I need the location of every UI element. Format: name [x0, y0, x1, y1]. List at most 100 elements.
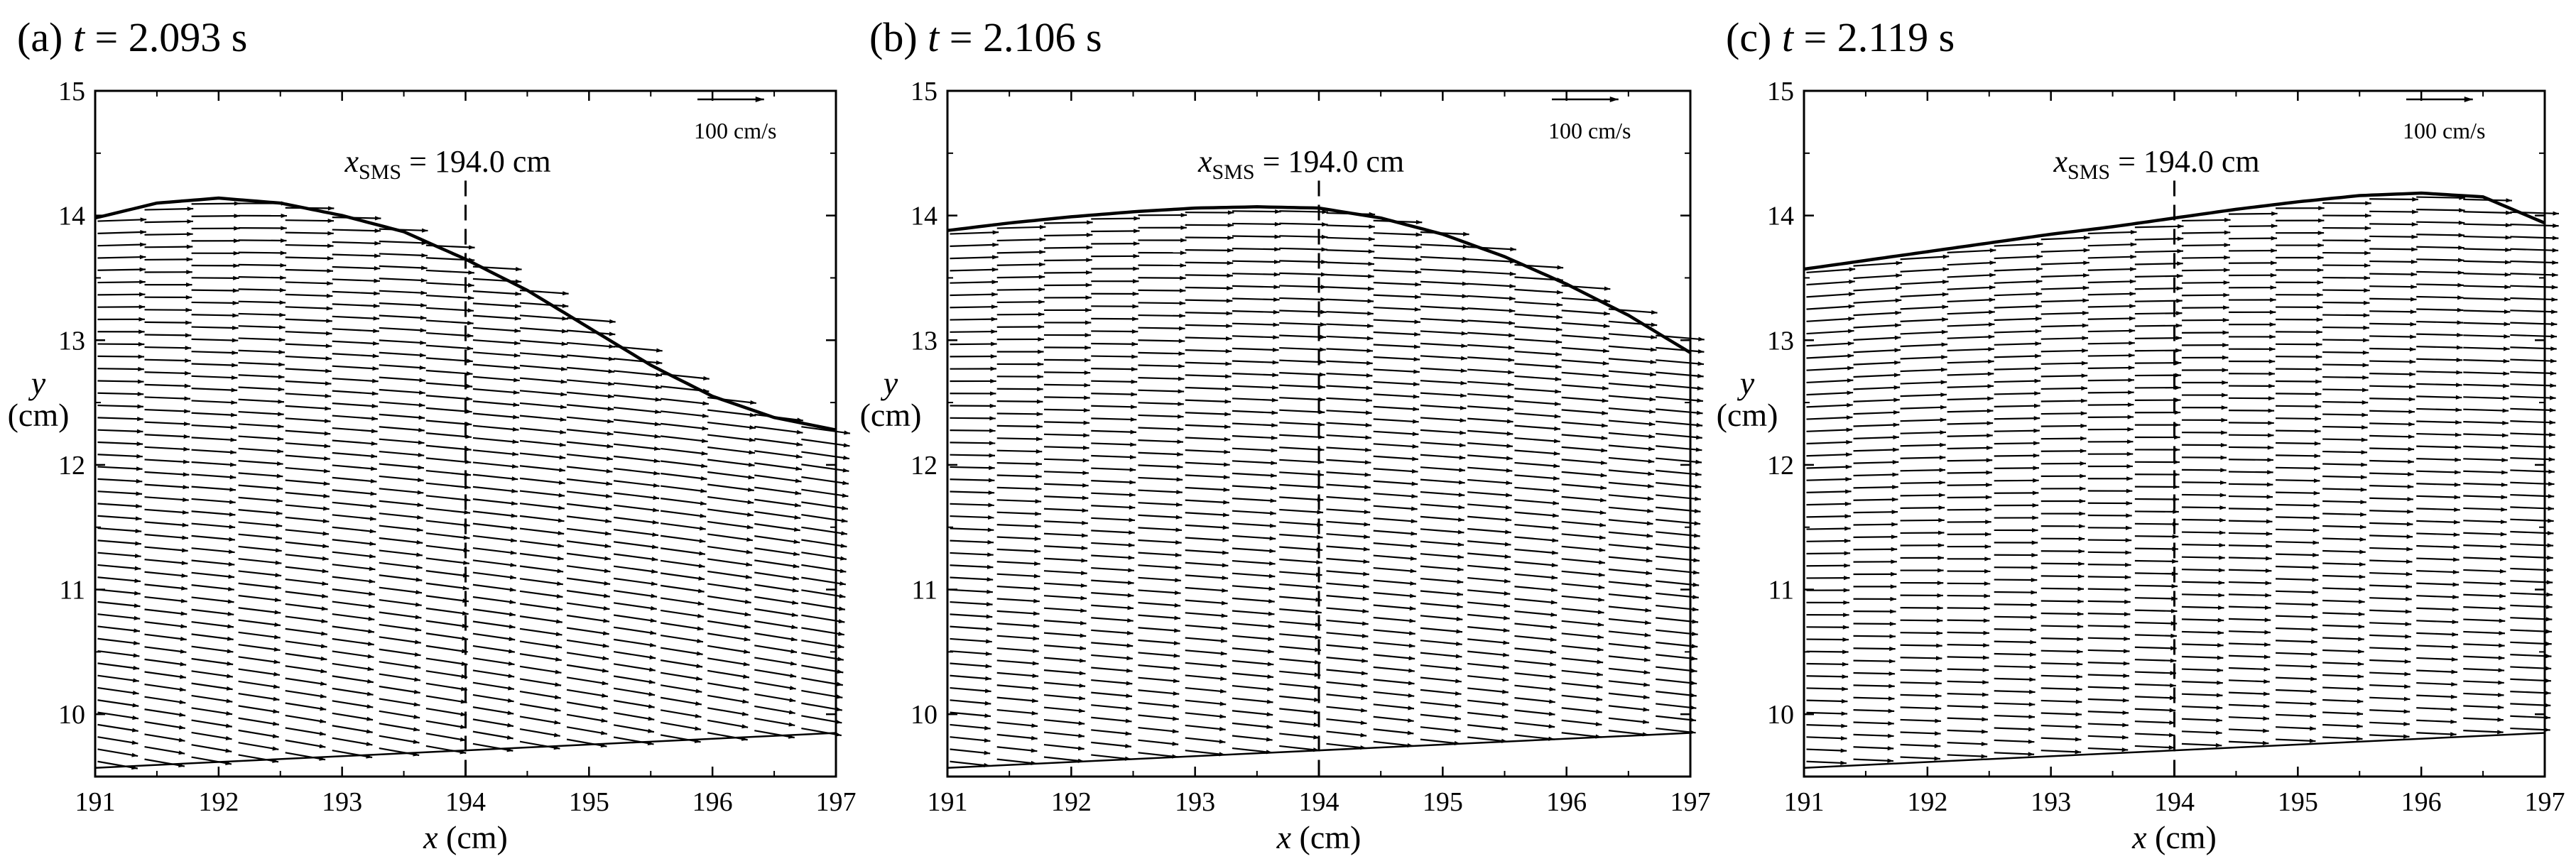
velocity-vector	[1279, 596, 1322, 601]
vector-head	[2548, 457, 2555, 462]
vector-head	[320, 681, 327, 686]
velocity-vector	[1514, 586, 1558, 591]
vector-head	[2215, 742, 2222, 748]
velocity-vector	[2181, 581, 2225, 584]
velocity-vector	[379, 735, 420, 744]
velocity-vector	[1232, 248, 1281, 251]
velocity-vector	[1947, 705, 1989, 708]
velocity-vector	[1420, 380, 1467, 385]
vector-head	[1175, 527, 1183, 532]
velocity-vector	[1091, 716, 1132, 723]
velocity-vector	[2228, 716, 2269, 720]
velocity-vector	[1514, 721, 1555, 728]
velocity-vector	[97, 711, 139, 720]
vector-head	[185, 320, 192, 325]
vector-head	[990, 353, 997, 359]
y-tick-label: 11	[1768, 576, 1794, 605]
velocity-vector	[1138, 389, 1185, 393]
vector-head	[2504, 297, 2511, 302]
vector-head	[2222, 330, 2229, 335]
vector-head	[1361, 696, 1367, 701]
vector-head	[2453, 532, 2460, 537]
vector-head	[2408, 471, 2414, 477]
vector-head	[1696, 435, 1702, 440]
velocity-vector	[1091, 393, 1137, 395]
vector-head	[1127, 580, 1134, 586]
vector-head	[1085, 295, 1092, 300]
velocity-vector	[472, 363, 521, 369]
velocity-vector	[1326, 706, 1367, 712]
vector-head	[790, 637, 798, 642]
vector-head	[2122, 723, 2129, 728]
vector-head	[1508, 357, 1515, 363]
velocity-vector	[2463, 458, 2508, 461]
velocity-vector	[1420, 701, 1462, 708]
velocity-vector	[238, 742, 279, 750]
vector-head	[1224, 462, 1230, 467]
vector-head	[2548, 481, 2555, 486]
velocity-vector	[2134, 250, 2183, 253]
vector-head	[749, 450, 756, 455]
vector-head	[2545, 617, 2553, 622]
vector-head	[602, 630, 609, 636]
vector-head	[560, 417, 567, 422]
vector-head	[2500, 544, 2506, 549]
vector-head	[1599, 535, 1606, 540]
vector-head	[607, 444, 614, 449]
vector-head	[988, 490, 995, 495]
vector-head	[2035, 353, 2041, 358]
vector-head	[367, 654, 374, 659]
vector-head	[1938, 505, 1945, 510]
vector-head	[1841, 698, 1848, 704]
vector-head	[554, 695, 561, 700]
velocity-vector	[1994, 702, 2036, 706]
vector-head	[796, 442, 803, 446]
velocity-vector	[332, 564, 376, 571]
vector-head	[745, 587, 752, 592]
vector-head	[2454, 507, 2460, 513]
vector-head	[1648, 459, 1655, 464]
velocity-vector	[566, 416, 614, 423]
vector-head	[421, 228, 428, 233]
vector-head	[1227, 235, 1234, 241]
velocity-vector	[1185, 686, 1227, 693]
vector-head	[509, 575, 516, 580]
vector-head	[1595, 721, 1602, 727]
vector-head	[229, 487, 236, 492]
vector-head	[1646, 558, 1653, 563]
velocity-vector	[238, 300, 286, 304]
velocity-vector	[2276, 368, 2322, 371]
vector-head	[324, 456, 330, 461]
vector-head	[2034, 378, 2041, 383]
vector-head	[2552, 260, 2558, 265]
vector-head	[2035, 341, 2041, 346]
velocity-vector	[97, 527, 142, 532]
y-axis-title-unit: (cm)	[8, 397, 70, 433]
vector-head	[1272, 347, 1279, 352]
velocity-vector	[1467, 417, 1513, 423]
vector-head	[2408, 422, 2415, 427]
velocity-vector	[1373, 629, 1415, 635]
velocity-vector	[2322, 289, 2370, 292]
velocity-vector	[1467, 466, 1513, 472]
velocity-vector	[2416, 308, 2464, 312]
velocity-vector	[1608, 569, 1653, 575]
vector-head	[557, 569, 564, 574]
velocity-vector	[425, 319, 474, 324]
vector-head	[2454, 495, 2461, 500]
vector-head	[1314, 685, 1321, 690]
velocity-vector	[996, 275, 1045, 279]
vector-head	[2173, 509, 2179, 515]
vector-head	[2316, 342, 2322, 347]
vector-head	[2313, 552, 2319, 558]
velocity-vector	[2322, 525, 2366, 528]
velocity-vector	[472, 486, 518, 493]
vector-head	[1648, 446, 1655, 451]
velocity-vector	[379, 673, 421, 681]
velocity-vector	[1608, 667, 1651, 674]
vector-head	[698, 564, 705, 569]
velocity-vector	[1561, 719, 1602, 726]
velocity-vector	[1608, 432, 1656, 438]
vector-head	[1888, 708, 1895, 713]
velocity-vector	[332, 737, 373, 746]
